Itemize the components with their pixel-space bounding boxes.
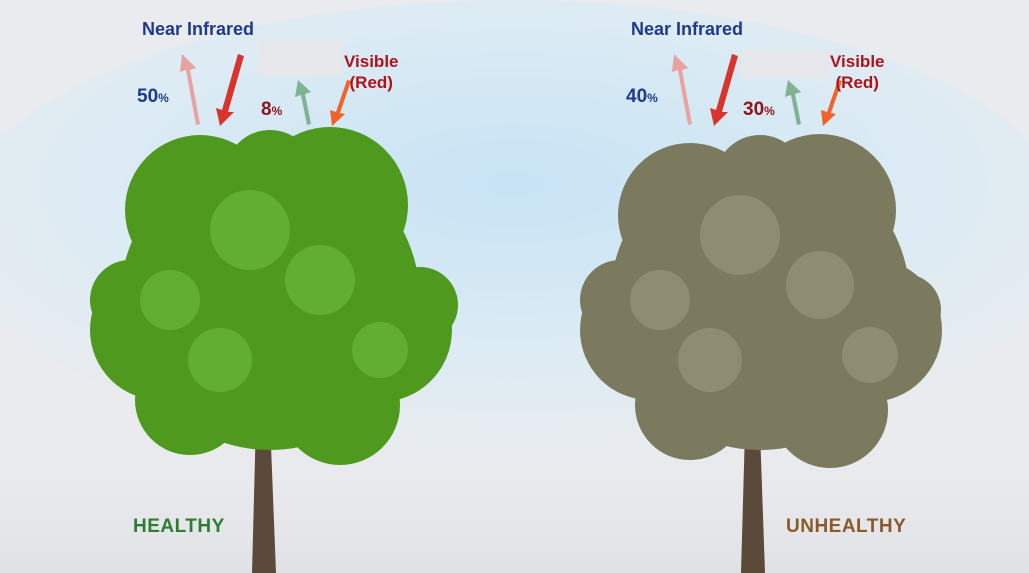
visible-label-line1: Visible: [344, 52, 399, 71]
unhealthy-arrows: [672, 54, 842, 126]
unhealthy-nir-percent: 40%: [626, 86, 658, 108]
percent-symbol: %: [158, 91, 169, 105]
nir-incoming-arrow: [216, 54, 244, 126]
unhealthy-nir-percent-value: 40: [626, 86, 648, 107]
visible-incoming-arrow: [821, 80, 842, 126]
unhealthy-nir-label: Near Infrared: [631, 19, 744, 39]
healthy-canopy-highlights: [140, 190, 408, 392]
healthy-nir-percent-value: 50: [137, 86, 159, 107]
label-patch-right: [740, 50, 830, 78]
visible-reflect-arrow: [785, 80, 801, 125]
healthy-trunk: [252, 420, 276, 573]
nir-reflect-arrow: [672, 54, 692, 125]
unhealthy-canopy-highlights: [630, 195, 898, 392]
unhealthy-tree: [580, 134, 942, 573]
unhealthy-visible-percent-value: 30: [743, 99, 765, 120]
healthy-nir-label: Near Infrared: [142, 19, 255, 39]
visible-label-line1: Visible: [830, 52, 885, 71]
percent-symbol: %: [271, 104, 283, 118]
unhealthy-status-label: UNHEALTHY: [786, 516, 907, 537]
healthy-visible-percent-value: 8: [261, 99, 272, 120]
unhealthy-visible-percent: 30%: [743, 99, 775, 121]
healthy-status-label: HEALTHY: [133, 516, 225, 537]
visible-label-line2: (Red): [349, 73, 393, 92]
nir-incoming-arrow: [710, 54, 738, 126]
label-patch-left: [258, 40, 342, 76]
unhealthy-visible-label: Visible (Red): [830, 51, 885, 93]
visible-incoming-arrow: [330, 80, 351, 126]
healthy-arrows: [180, 54, 351, 126]
healthy-tree: [90, 127, 458, 573]
percent-symbol: %: [647, 91, 658, 105]
visible-label-line2: (Red): [835, 73, 879, 92]
nir-reflect-arrow: [180, 54, 200, 125]
percent-symbol: %: [764, 104, 775, 118]
unhealthy-trunk: [741, 430, 765, 573]
healthy-visible-label: Visible (Red): [344, 51, 399, 93]
healthy-nir-percent: 50%: [137, 86, 169, 108]
healthy-visible-percent: 8%: [261, 99, 282, 121]
visible-reflect-arrow: [295, 80, 311, 125]
